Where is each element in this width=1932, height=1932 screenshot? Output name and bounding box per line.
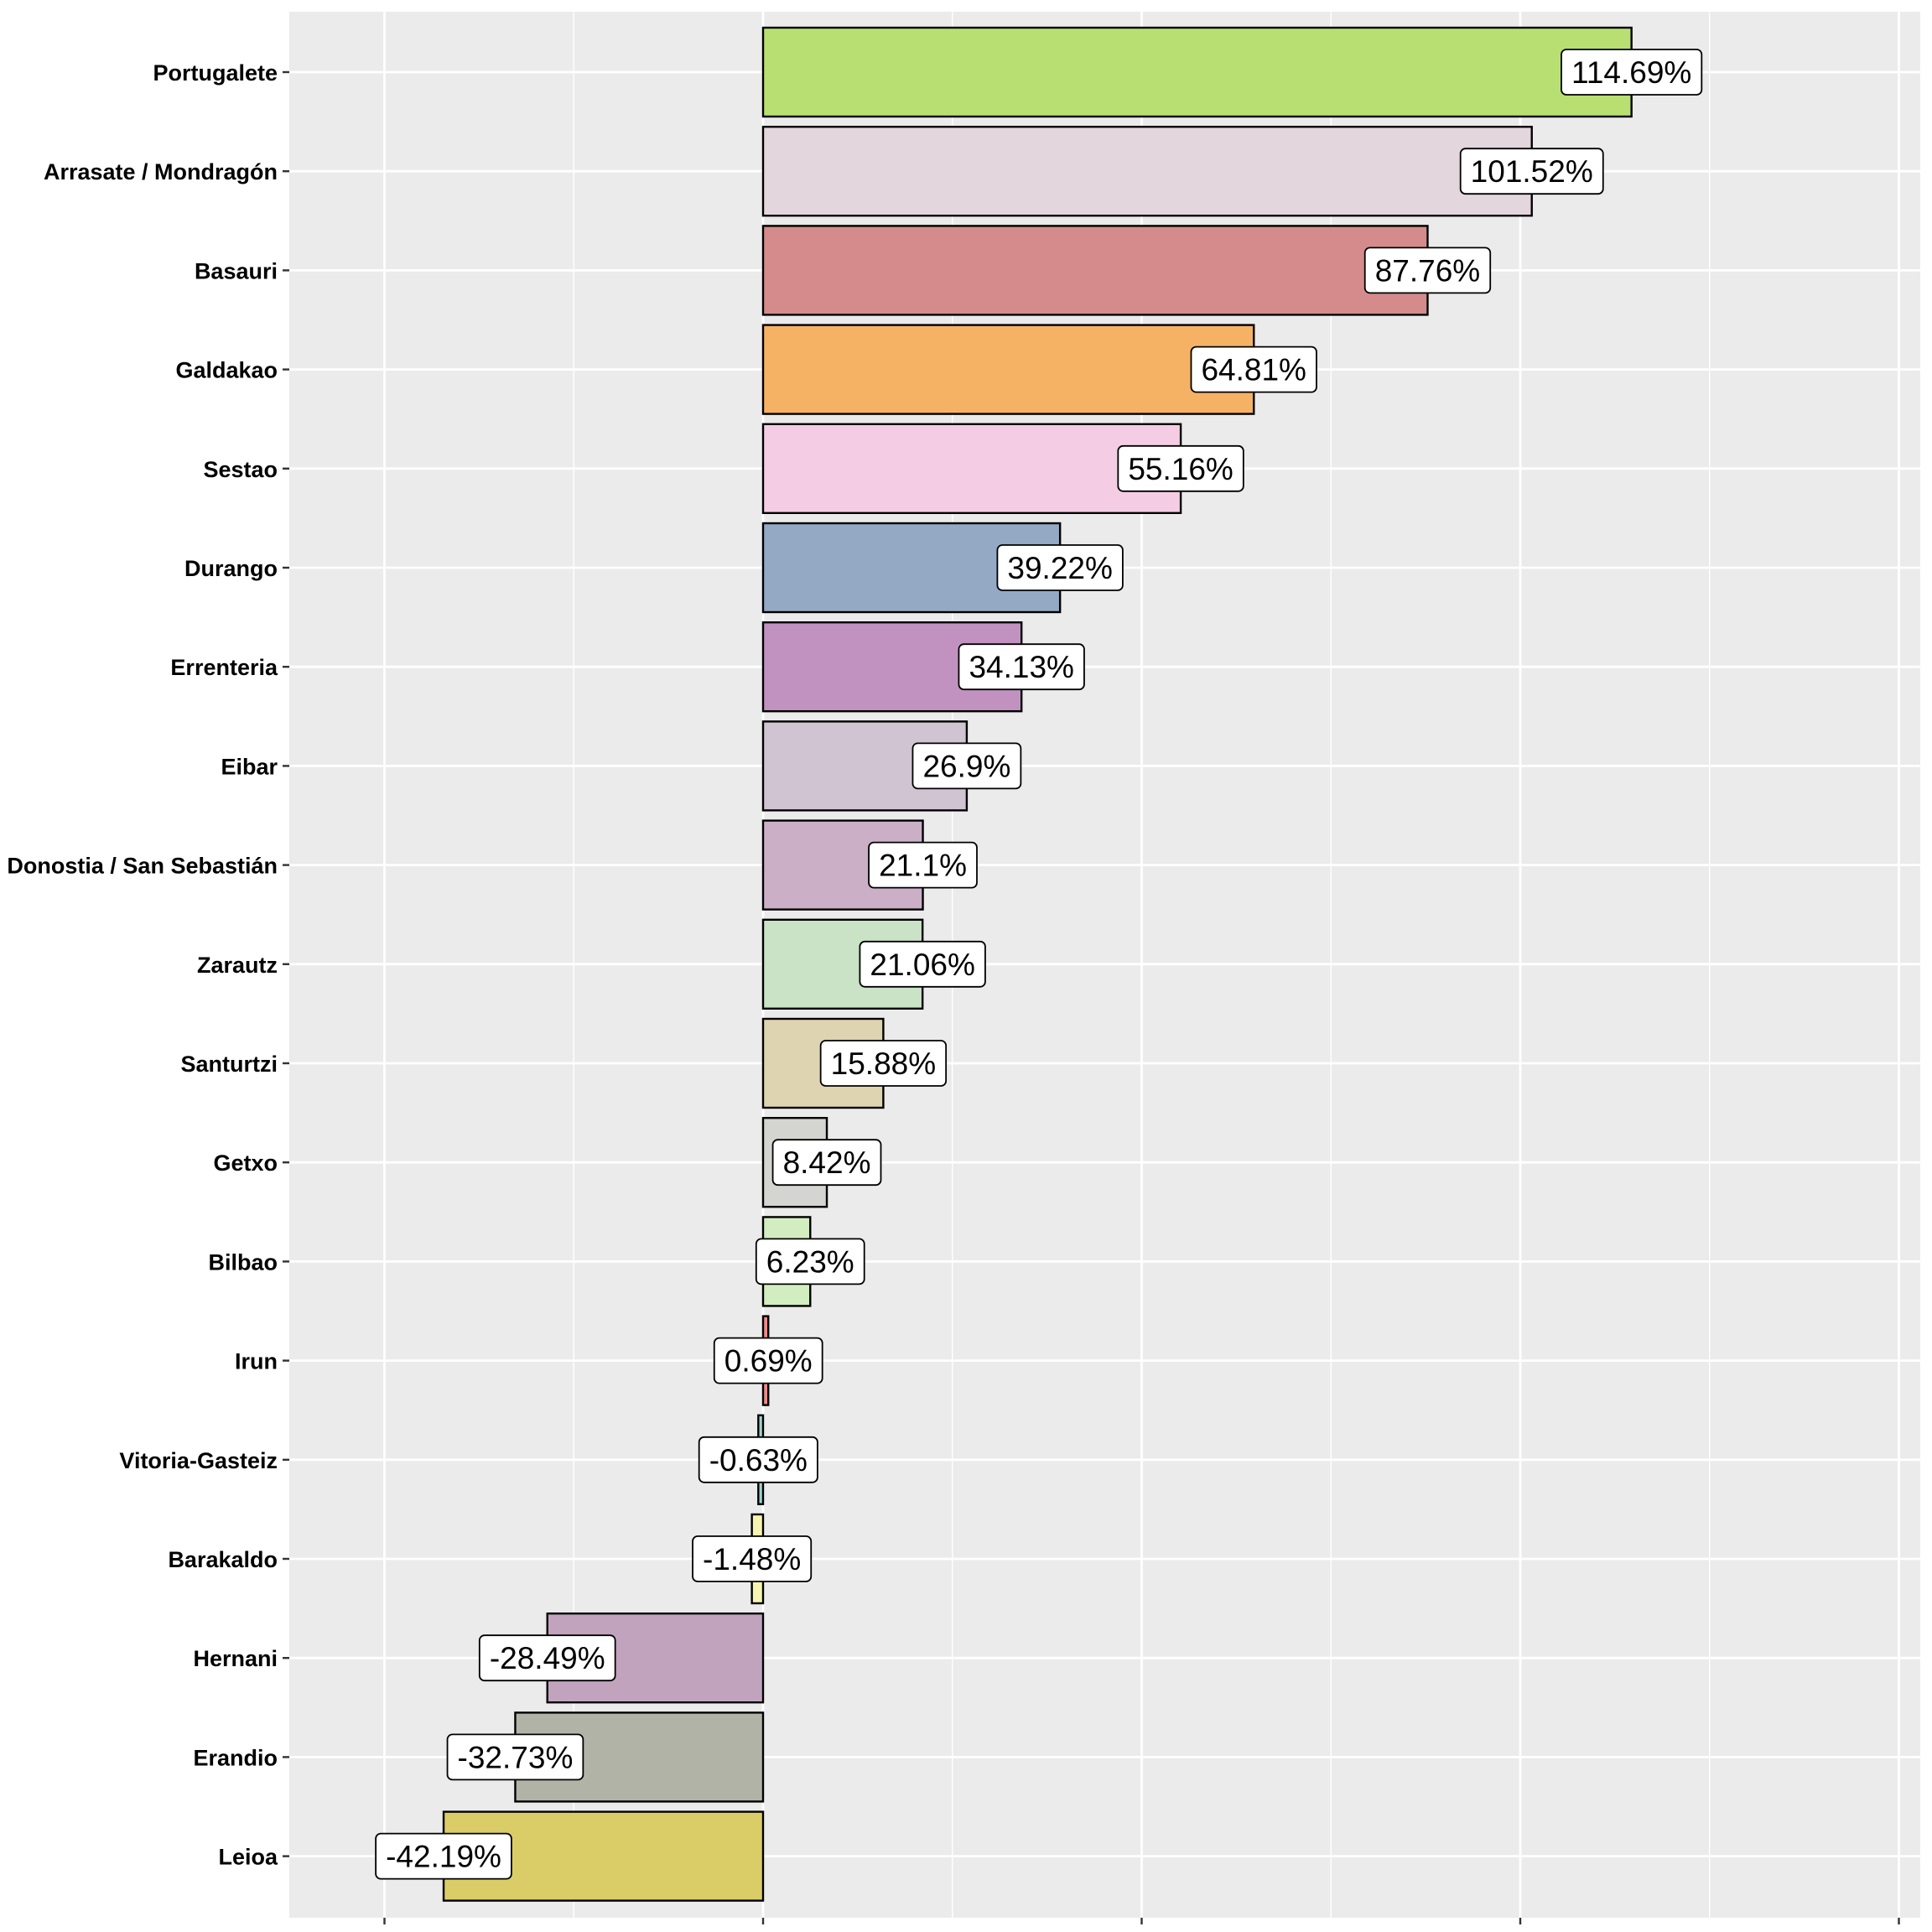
y-tick-label: Santurtzi <box>180 1052 278 1077</box>
data-label-text: 87.76% <box>1375 253 1481 288</box>
y-tick-label: Erandio <box>193 1745 278 1770</box>
data-label-text: 26.9% <box>922 749 1010 783</box>
data-label: 8.42% <box>771 1139 882 1187</box>
data-label-box <box>1459 148 1604 195</box>
data-label-box <box>1190 345 1317 393</box>
data-label-box <box>698 1436 818 1483</box>
data-label-text: -0.63% <box>709 1443 808 1478</box>
data-label-text: -1.48% <box>703 1542 801 1576</box>
data-label: 26.9% <box>911 742 1022 790</box>
data-label: 21.06% <box>859 940 986 988</box>
data-label-box <box>911 742 1022 790</box>
data-label: 34.13% <box>958 643 1085 691</box>
bar <box>761 324 1255 415</box>
data-label-text: 34.13% <box>969 650 1074 684</box>
data-label-text: 15.88% <box>831 1046 937 1081</box>
y-tick-label: Vitoria-Gasteiz <box>119 1448 278 1473</box>
data-label-text: 6.23% <box>766 1244 854 1279</box>
data-label-box <box>771 1139 882 1187</box>
y-tick-label: Hernani <box>193 1646 278 1671</box>
data-label: 64.81% <box>1190 345 1317 393</box>
bar <box>761 125 1533 217</box>
data-label-text: 55.16% <box>1128 452 1233 486</box>
data-label-box <box>478 1634 616 1682</box>
data-label-box <box>819 1040 948 1087</box>
data-label-box <box>375 1832 512 1880</box>
y-tick-label: Sestao <box>203 457 278 482</box>
data-label: -0.63% <box>698 1436 818 1483</box>
y-tick-label: Basauri <box>195 258 278 283</box>
data-label-box <box>1561 49 1703 96</box>
bar <box>761 423 1182 514</box>
data-label-text: 39.22% <box>1007 551 1113 585</box>
y-tick-label: Errenteria <box>170 655 278 680</box>
y-tick-label: Bilbao <box>208 1249 278 1275</box>
data-label-box <box>713 1337 823 1384</box>
y-tick-label: Durango <box>184 556 278 581</box>
data-label-text: 8.42% <box>783 1145 871 1180</box>
y-tick-label: Getxo <box>213 1150 278 1176</box>
data-label-text: 21.06% <box>870 948 975 982</box>
data-label-text: -28.49% <box>490 1641 605 1675</box>
y-tick-label: Irun <box>235 1349 278 1374</box>
data-label-text: -42.19% <box>386 1840 501 1874</box>
y-tick-label: Arrasate / Mondragón <box>44 159 278 184</box>
y-tick-label: Portugalete <box>153 60 278 86</box>
data-label-box <box>868 841 978 889</box>
data-label-text: 64.81% <box>1201 353 1306 387</box>
data-label-box <box>1117 444 1244 492</box>
data-label: 114.69% <box>1561 49 1703 96</box>
data-label: 39.22% <box>996 544 1124 591</box>
bar <box>761 225 1429 316</box>
data-label-text: 114.69% <box>1571 55 1691 90</box>
bar <box>761 26 1633 118</box>
y-tick-label: Barakaldo <box>168 1547 278 1572</box>
data-label: 0.69% <box>713 1337 823 1384</box>
data-label-text: 21.1% <box>879 849 967 883</box>
data-label: 21.1% <box>868 841 978 889</box>
data-label-box <box>996 544 1124 591</box>
data-label: 6.23% <box>755 1238 865 1285</box>
data-label: 87.76% <box>1363 247 1492 294</box>
data-label: 101.52% <box>1459 148 1604 195</box>
data-label-text: 101.52% <box>1471 154 1593 189</box>
data-label-box <box>958 643 1085 691</box>
data-label: 15.88% <box>819 1040 948 1087</box>
data-label: 55.16% <box>1117 444 1244 492</box>
y-tick-label: Galdakao <box>175 358 278 383</box>
data-label-box <box>692 1535 813 1582</box>
data-label-box <box>755 1238 865 1285</box>
data-label-box <box>859 940 986 988</box>
data-label-text: -32.73% <box>458 1740 574 1774</box>
data-label-box <box>446 1733 584 1781</box>
y-tick-label: Donostia / San Sebastián <box>7 854 278 879</box>
y-tick-label: Eibar <box>221 754 278 779</box>
data-label: -28.49% <box>478 1634 616 1682</box>
data-label-text: 0.69% <box>724 1344 813 1379</box>
data-label: -32.73% <box>446 1733 584 1781</box>
data-label: -1.48% <box>692 1535 813 1582</box>
y-tick-label: Zarautz <box>197 953 278 978</box>
data-label-box <box>1363 247 1492 294</box>
data-label: -42.19% <box>375 1832 512 1880</box>
y-tick-label: Leioa <box>218 1845 278 1870</box>
